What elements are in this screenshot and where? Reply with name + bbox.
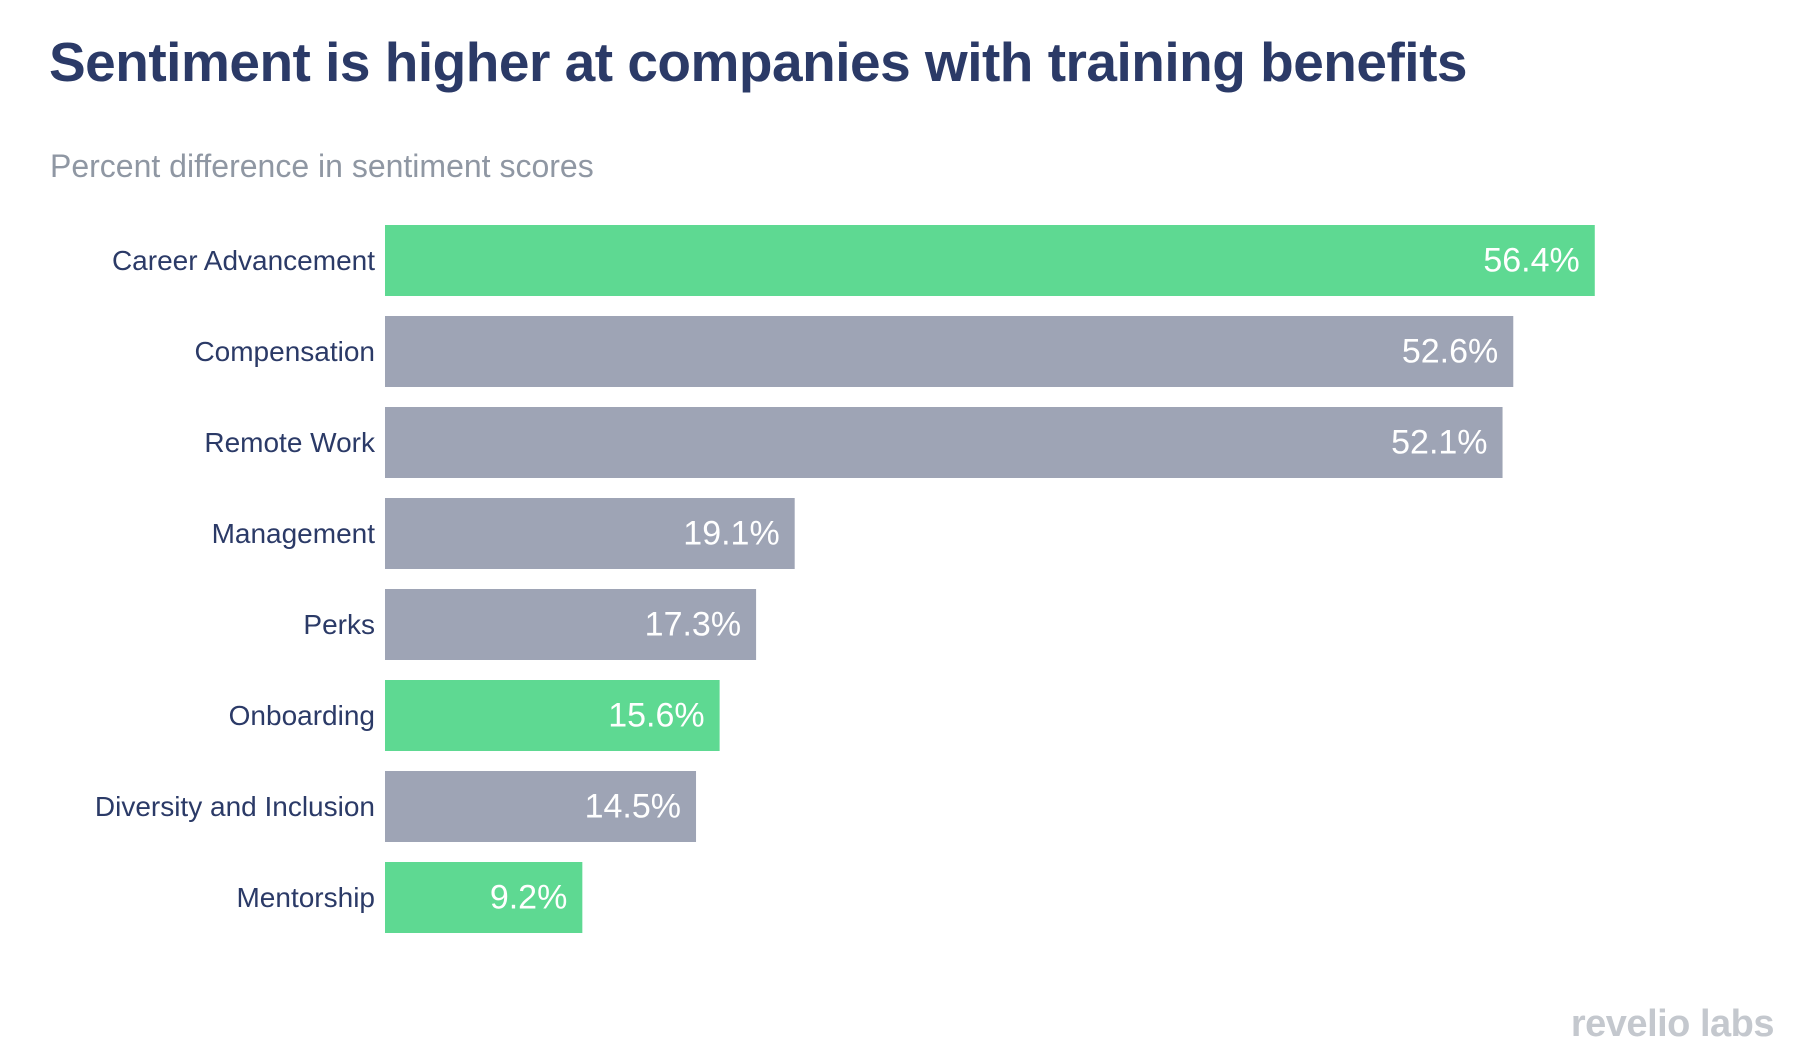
category-label: Diversity and Inclusion [95,791,375,822]
bar-mentorship [385,862,583,933]
chart-title: Sentiment is higher at companies with tr… [49,31,1468,93]
value-label: 52.6% [1402,333,1498,371]
value-label: 19.1% [683,515,779,553]
bar-management [385,498,795,569]
category-label: Remote Work [204,427,376,458]
category-label: Compensation [194,336,375,367]
chart-subtitle: Percent difference in sentiment scores [50,148,594,184]
bar-remote-work [385,407,1503,478]
bar-onboarding [385,680,720,751]
category-label: Perks [303,609,375,640]
value-label: 15.6% [608,697,704,735]
value-label: 9.2% [490,879,568,917]
category-label: Career Advancement [112,245,375,276]
value-label: 17.3% [645,606,741,644]
revelio-labs-logo: revelio labs [1570,1003,1775,1045]
bar-perks [385,589,757,660]
value-label: 14.5% [585,788,681,826]
bar-career-advancement [385,225,1595,296]
bar-diversity-and-inclusion [385,771,697,842]
value-label: 52.1% [1391,424,1487,462]
category-label: Mentorship [236,882,375,913]
value-label: 56.4% [1483,242,1579,280]
category-label: Management [212,518,376,549]
bar-compensation [385,316,1514,387]
category-label: Onboarding [229,700,375,731]
